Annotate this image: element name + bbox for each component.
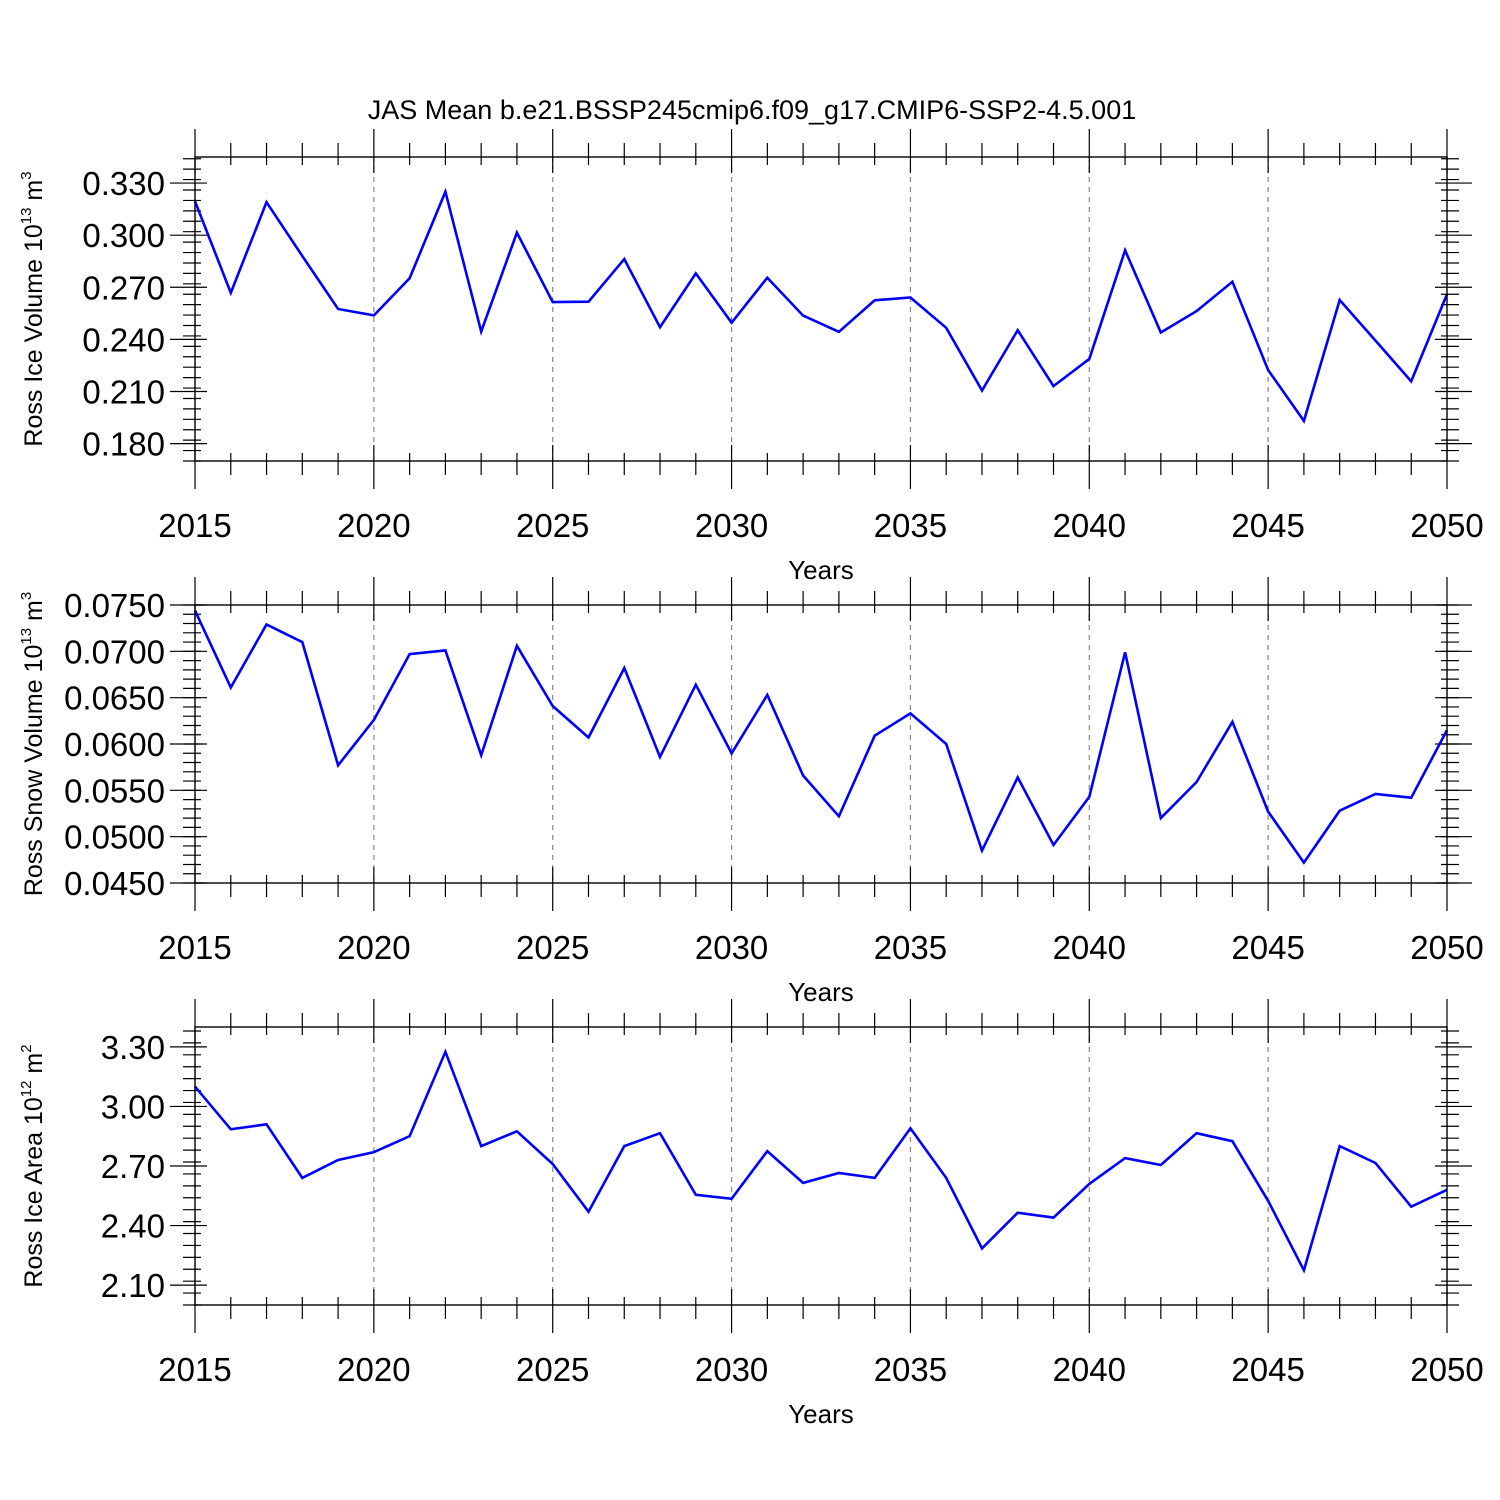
series-line-1 [194,1048,1448,1274]
y-tick-label: 0.180 [82,426,165,463]
series-line-1 [193,187,1449,424]
x-tick-label: 2025 [516,1351,589,1388]
x-axis-title: Years [788,1399,854,1429]
y-tick-label: 0.270 [82,269,165,306]
y-tick-label: 0.210 [82,374,165,411]
y-tick-label: 2.70 [101,1148,165,1185]
x-tick-label: 2025 [516,507,589,544]
x-tick-label: 2040 [1053,929,1126,966]
y-tick-label: 0.330 [82,165,165,202]
y-tick-label: 0.0650 [64,680,165,717]
x-tick-label: 2020 [337,507,410,544]
y-tick-label: 0.240 [82,321,165,358]
x-tick-label: 2015 [158,507,231,544]
x-tick-label: 2040 [1053,507,1126,544]
panels: 0.180 0.210 0.240 0.270 0.300 0.330 2015 2020 20… [18,129,1484,1429]
series-line-1 [193,610,1449,865]
x-tick-label: 2035 [874,507,947,544]
x-tick-label: 2020 [337,1351,410,1388]
x-tick-label: 2020 [337,929,410,966]
plot-frame [194,604,1448,884]
y-tick-label: 0.0600 [64,726,165,763]
panel-1: 0.180 0.210 0.240 0.270 0.300 0.330 2015 2020 20… [18,129,1484,585]
y-tick-label: 0.0450 [64,865,165,902]
x-tick-label: 2045 [1231,1351,1304,1388]
x-tick-label: 2035 [874,929,947,966]
y-tick-label: 2.40 [101,1208,165,1245]
y-tick-label: 2.10 [101,1267,165,1304]
x-axis-title: Years [788,555,854,585]
x-tick-label: 2035 [874,1351,947,1388]
panel-3: 2.10 2.40 2.70 3.00 3.30 2015 2020 2025 2030 2035… [18,999,1484,1429]
x-tick-label: 2025 [516,929,589,966]
x-tick-label: 2045 [1231,507,1304,544]
x-axis-title: Years [788,977,854,1007]
x-tick-label: 2050 [1410,1351,1483,1388]
x-tick-label: 2030 [695,507,768,544]
x-tick-label: 2050 [1410,929,1483,966]
y-tick-label: 0.0500 [64,819,165,856]
y-tick-label: 0.0750 [64,587,165,624]
x-tick-label: 2030 [695,929,768,966]
figure-title: JAS Mean b.e21.BSSP245cmip6.f09_g17.CMIP… [368,95,1136,125]
x-tick-label: 2015 [158,1351,231,1388]
plot-frame [194,1026,1448,1306]
y-tick-label: 3.30 [101,1029,165,1066]
y-tick-label: 0.0700 [64,633,165,670]
y-axis-title: Ross Ice Area 1012 m2 [18,1044,48,1287]
plot-frame [194,156,1448,462]
x-tick-label: 2030 [695,1351,768,1388]
y-tick-label: 0.300 [82,217,165,254]
y-tick-label: 3.00 [101,1088,165,1125]
x-tick-label: 2050 [1410,507,1483,544]
x-tick-label: 2040 [1053,1351,1126,1388]
y-axis-title: Ross Ice Volume 1013 m3 [18,171,48,446]
y-tick-label: 0.0550 [64,772,165,809]
y-axis-title: Ross Snow Volume 1013 m3 [18,592,48,896]
panel-2: 0.0450 0.0500 0.0550 0.0600 0.0650 0.0700 0.07… [18,577,1484,1007]
x-tick-label: 2015 [158,929,231,966]
x-tick-label: 2045 [1231,929,1304,966]
